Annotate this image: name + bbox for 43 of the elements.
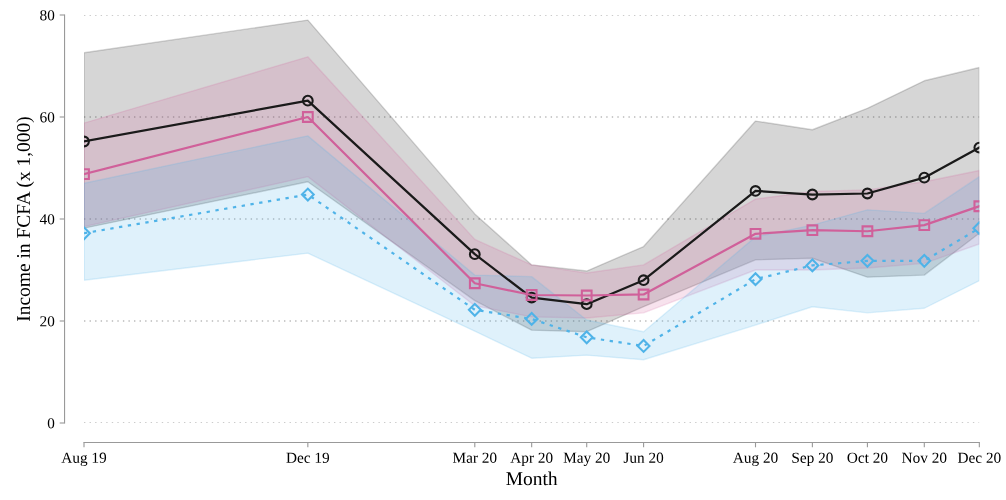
point — [917, 253, 932, 268]
x-tick-label: Sep 20 — [792, 452, 833, 467]
point — [301, 94, 314, 107]
point — [860, 253, 875, 268]
x-axis-title: Month — [506, 471, 558, 486]
point — [468, 248, 481, 261]
point — [918, 219, 931, 232]
point — [468, 277, 481, 290]
point — [301, 111, 314, 123]
point — [806, 188, 819, 201]
y-tick-label: 40 — [39, 214, 55, 225]
point — [861, 225, 874, 238]
point — [749, 185, 762, 197]
point — [300, 187, 315, 202]
x-tick-label: Apr 20 — [510, 452, 553, 467]
x-tick-label: Mar 20 — [452, 452, 497, 463]
point — [749, 227, 762, 240]
x-tick-label: Dec 20 — [957, 452, 1001, 463]
y-tick-label: 20 — [40, 316, 55, 327]
x-tick-label: Aug 19 — [61, 452, 107, 467]
point — [918, 171, 931, 184]
point — [580, 289, 593, 302]
point — [580, 298, 593, 311]
x-tick-label: Jun 20 — [623, 452, 664, 463]
x-tick-label: Dec 19 — [286, 452, 330, 463]
x-tick-label: Oct 20 — [847, 452, 888, 463]
point — [806, 224, 819, 237]
x-tick-label: Nov 20 — [902, 452, 947, 463]
point — [637, 288, 650, 301]
x-tick-label: May 20 — [563, 452, 610, 467]
x-tick-label: Aug 20 — [732, 452, 778, 467]
y-tick-label: 60 — [40, 112, 55, 123]
y-tick-label: 80 — [40, 10, 55, 21]
y-tick-label: 0 — [47, 418, 55, 429]
point — [861, 187, 874, 200]
point — [636, 339, 651, 353]
point — [579, 330, 594, 345]
y-axis-title: Income in FCFA (x 1,000) — [16, 117, 34, 322]
point — [805, 258, 820, 273]
point — [748, 272, 763, 287]
point — [524, 312, 539, 326]
point — [467, 302, 482, 317]
point — [637, 274, 650, 287]
